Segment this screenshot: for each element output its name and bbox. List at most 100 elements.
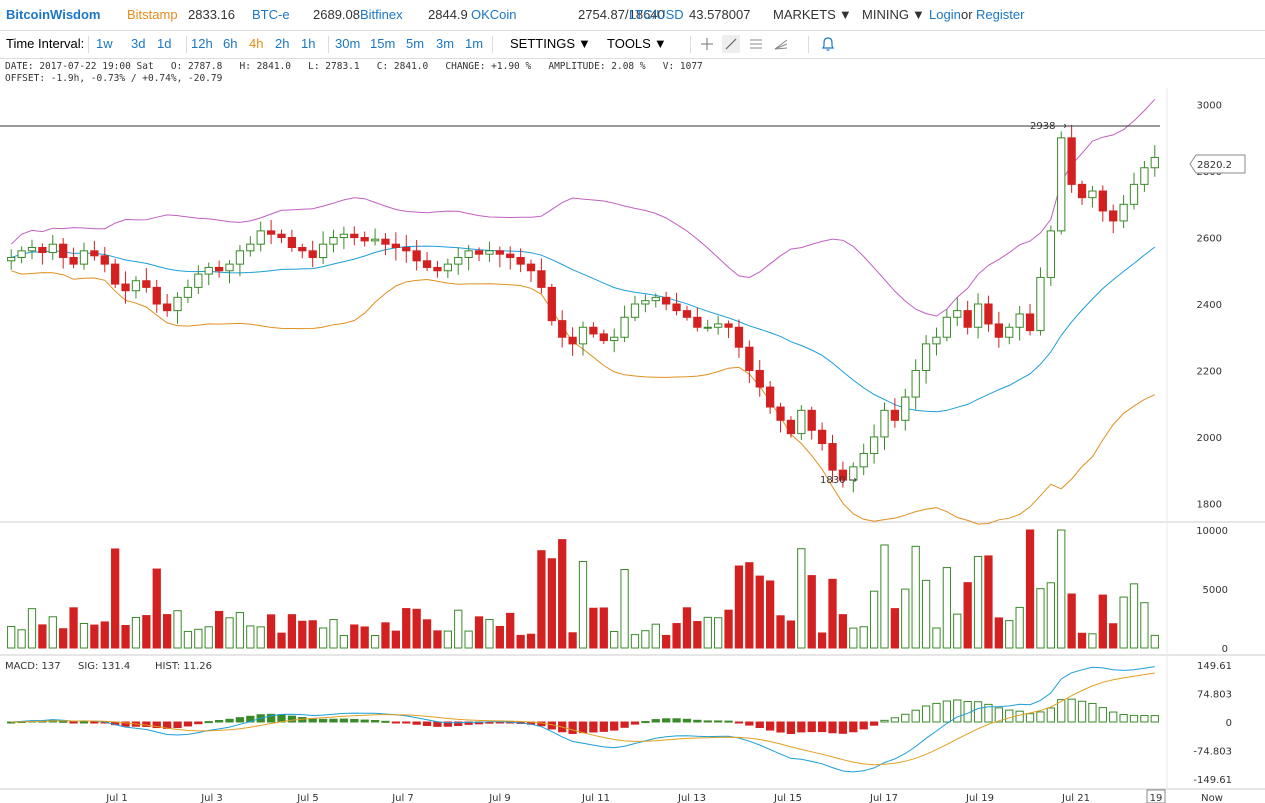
volume-bar — [235, 612, 245, 649]
macd-label: MACD: 137 — [5, 661, 61, 672]
volume-bar — [942, 567, 952, 649]
macd-hist-bar — [651, 719, 660, 723]
interval-4h[interactable]: 4h — [249, 36, 264, 51]
volume-bar — [163, 614, 172, 649]
candle-body — [807, 409, 816, 431]
divider — [690, 36, 691, 53]
macd-hist-bar — [953, 699, 962, 723]
candle-body — [765, 386, 775, 408]
candle-body — [651, 296, 660, 302]
volume-bar — [142, 615, 151, 649]
candle-body — [142, 280, 151, 288]
interval-6h[interactable]: 6h — [223, 36, 238, 51]
x-tick-label: Jul 15 — [773, 793, 802, 803]
interval-1m[interactable]: 1m — [465, 36, 484, 51]
line-draw-icon[interactable] — [722, 35, 740, 53]
macd-hist-bar — [287, 715, 297, 723]
market-0-name[interactable]: Bitstamp — [127, 7, 178, 22]
bb-upper-line — [10, 98, 1156, 317]
interval-3d[interactable]: 3d — [131, 36, 146, 51]
candle-body — [506, 253, 515, 258]
candle-body — [745, 346, 754, 371]
divider — [808, 36, 809, 53]
interval-12h[interactable]: 12h — [191, 36, 213, 51]
volume-bar — [443, 630, 452, 649]
macd-hist-bar — [755, 721, 764, 729]
x-tick-label: Jul 19 — [965, 793, 994, 803]
interval-1h[interactable]: 1h — [301, 36, 316, 51]
macd-hist-bar — [1015, 710, 1024, 723]
settings-menu[interactable]: SETTINGS ▼ — [510, 36, 591, 51]
candle-body — [859, 453, 868, 468]
candle-body — [1129, 183, 1139, 205]
current-time-tag — [1146, 789, 1166, 803]
volume-bar — [381, 622, 390, 649]
interval-1w[interactable]: 1w — [96, 36, 113, 51]
candle-body — [890, 409, 900, 421]
tools-label: TOOLS — [607, 36, 651, 51]
low-marker: 1830 → — [820, 475, 857, 486]
macd-hist-bar — [1057, 699, 1066, 723]
candle-body — [589, 326, 598, 335]
candle-body — [1025, 313, 1035, 332]
candle-body — [537, 270, 546, 288]
volume-bar — [578, 560, 588, 649]
market-0-price: 2833.16 — [188, 7, 235, 22]
interval-2h[interactable]: 2h — [275, 36, 290, 51]
macd-hist-bar — [194, 721, 203, 725]
macd-hist-bar — [724, 720, 733, 723]
candle-body — [755, 369, 764, 388]
macd-hist-bar — [1036, 711, 1045, 723]
volume-bar — [287, 614, 297, 649]
macd-hist-bar — [422, 721, 432, 726]
login-link[interactable]: Login — [929, 7, 961, 22]
candle-body — [308, 250, 317, 258]
macd-hist-bar — [942, 700, 952, 723]
macd-hist-bar — [1119, 714, 1128, 723]
register-link[interactable]: Register — [976, 7, 1025, 22]
interval-15m[interactable]: 15m — [370, 36, 396, 51]
brand-logo[interactable]: BitcoinWisdom — [6, 7, 101, 22]
volume-bar — [204, 626, 213, 649]
interval-3m[interactable]: 3m — [436, 36, 455, 51]
parallel-lines-icon[interactable] — [747, 35, 765, 53]
interval-30m[interactable]: 30m — [335, 36, 361, 51]
volume-bar — [651, 623, 660, 649]
mining-menu[interactable]: MINING ▼ — [862, 7, 925, 22]
markets-menu[interactable]: MARKETS ▼ — [773, 7, 852, 22]
x-tick-label: Jul 1 — [105, 793, 128, 803]
candle-body — [111, 263, 120, 285]
volume-bar — [111, 548, 120, 649]
market-3-name[interactable]: OKCoin — [471, 7, 517, 22]
fib-icon[interactable] — [772, 35, 790, 53]
candle-body — [817, 429, 827, 445]
macd-hist-bar — [433, 721, 442, 727]
offset-info: OFFSET: -1.9h, -0.73% / +0.74%, -20.79 — [5, 73, 223, 84]
macd-hist-bar — [7, 721, 16, 724]
candle-body — [558, 320, 567, 338]
candle-body — [131, 280, 141, 292]
volume-bar — [464, 630, 473, 649]
volume-bar — [350, 624, 359, 649]
market-4-name[interactable]: LTC/USD — [629, 7, 684, 22]
top-bar: BitcoinWisdom MARKETS ▼ MINING ▼ Login or … — [0, 0, 1265, 31]
volume-bar — [1025, 529, 1035, 649]
sig-label: SIG: 131.4 — [78, 661, 130, 672]
price-tick-label: 2000 — [1197, 433, 1222, 444]
candle-body — [7, 256, 16, 262]
market-2-name[interactable]: Bitfinex — [360, 7, 403, 22]
interval-5m[interactable]: 5m — [406, 36, 425, 51]
volume-bar — [932, 627, 941, 649]
candle-body — [350, 233, 359, 239]
tools-menu[interactable]: TOOLS ▼ — [607, 36, 667, 51]
volume-bar — [817, 632, 827, 649]
interval-1d[interactable]: 1d — [157, 36, 172, 51]
crosshair-icon[interactable] — [698, 35, 716, 53]
alert-bell-icon[interactable] — [819, 35, 837, 53]
macd-hist-bar — [391, 721, 401, 724]
candle-body — [932, 336, 941, 345]
candle-body — [516, 256, 525, 265]
market-1-name[interactable]: BTC-e — [252, 7, 290, 22]
current-time-label: 19 — [1150, 793, 1163, 803]
